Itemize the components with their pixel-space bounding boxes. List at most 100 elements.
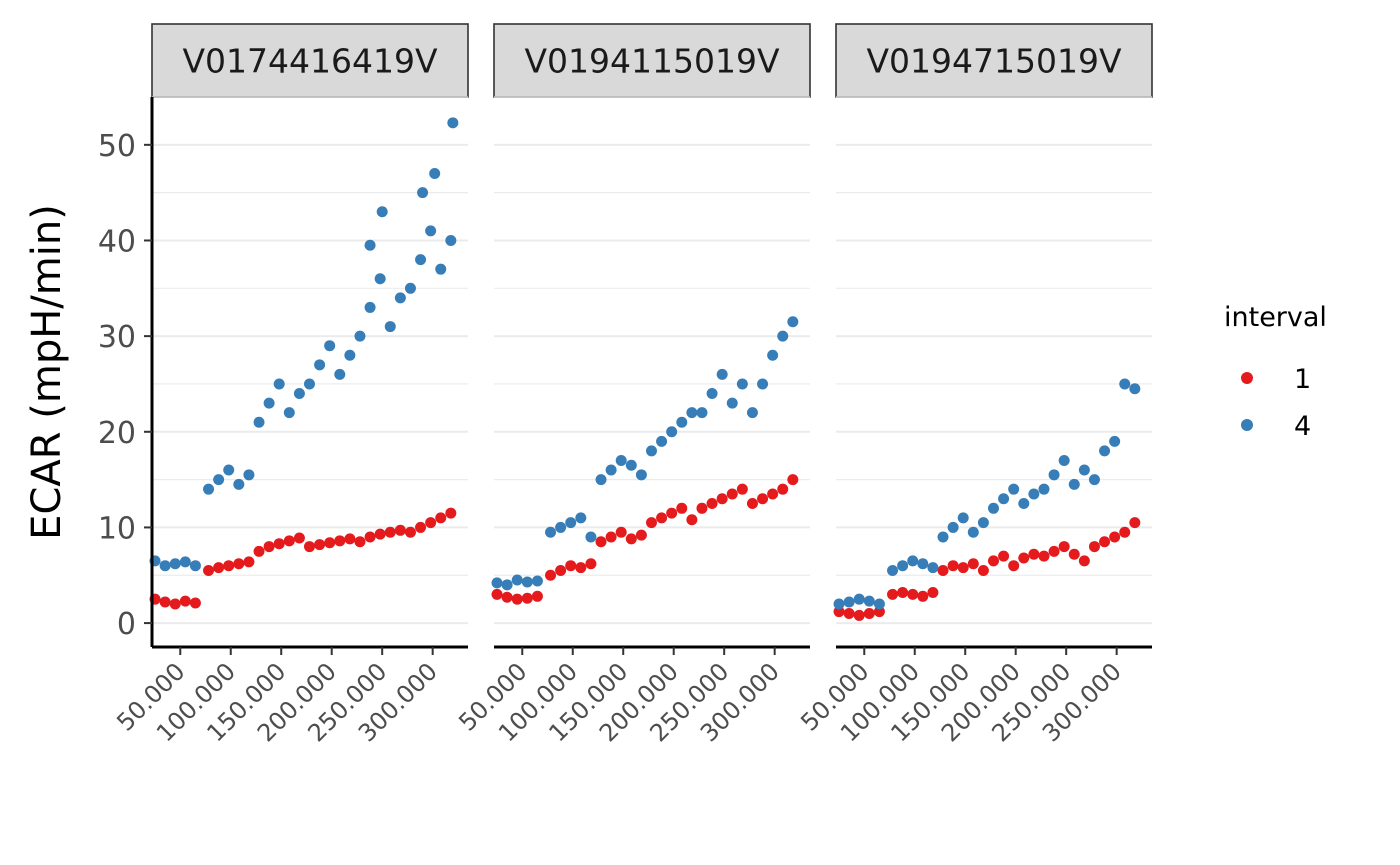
point-interval-4 — [303, 378, 315, 390]
point-interval-1 — [364, 531, 376, 543]
point-interval-4 — [425, 225, 437, 237]
point-interval-1 — [1119, 526, 1131, 538]
point-interval-1 — [415, 521, 427, 533]
point-interval-1 — [907, 588, 919, 600]
y-tick-label: 50 — [98, 129, 136, 164]
legend-label: 1 — [1294, 364, 1311, 395]
point-interval-4 — [645, 445, 657, 457]
facet-panels: V0174416419V50.000100.000150.000200.0002… — [98, 23, 1153, 747]
point-interval-1 — [445, 507, 457, 519]
point-interval-4 — [404, 282, 416, 294]
point-interval-1 — [863, 608, 875, 620]
point-interval-4 — [213, 474, 225, 486]
point-interval-4 — [686, 407, 698, 419]
point-interval-1 — [435, 512, 447, 524]
point-interval-4 — [787, 316, 799, 328]
point-interval-1 — [1078, 555, 1090, 567]
facet-strip-label: V0194715019V — [866, 42, 1122, 81]
y-tick-label: 0 — [117, 607, 136, 642]
facet-strip-label: V0194115019V — [524, 42, 780, 81]
point-interval-1 — [404, 526, 416, 538]
facet-strip-label: V0174416419V — [182, 42, 438, 81]
point-interval-4 — [344, 349, 356, 361]
y-axis-title: ECAR (mpH/min) — [24, 204, 70, 540]
point-interval-1 — [873, 606, 885, 618]
point-interval-4 — [897, 560, 909, 572]
point-interval-1 — [334, 535, 346, 547]
point-interval-1 — [757, 493, 769, 505]
point-interval-4 — [615, 454, 627, 466]
data-points — [491, 316, 799, 605]
point-interval-4 — [273, 378, 285, 390]
point-interval-1 — [303, 541, 315, 553]
point-interval-4 — [1099, 445, 1111, 457]
point-interval-1 — [927, 586, 939, 598]
point-interval-4 — [293, 388, 305, 400]
point-interval-1 — [1048, 545, 1060, 557]
facet-panel-2: V0194115019V50.000100.000150.000200.0002… — [453, 23, 811, 747]
point-interval-4 — [179, 556, 191, 568]
point-interval-1 — [491, 588, 503, 600]
legend: interval 14 — [1224, 302, 1327, 442]
point-interval-1 — [1129, 517, 1141, 529]
point-interval-4 — [283, 407, 295, 419]
legend-key — [1241, 372, 1253, 384]
point-interval-4 — [1058, 454, 1070, 466]
point-interval-1 — [635, 529, 647, 541]
point-interval-4 — [1078, 464, 1090, 476]
point-interval-4 — [376, 206, 388, 218]
point-interval-1 — [1018, 552, 1030, 564]
point-interval-4 — [777, 330, 789, 342]
point-interval-4 — [873, 598, 885, 610]
point-interval-4 — [696, 407, 708, 419]
point-interval-4 — [243, 469, 255, 481]
point-interval-1 — [344, 533, 356, 545]
point-interval-1 — [565, 560, 577, 572]
point-interval-1 — [625, 533, 637, 545]
point-interval-4 — [1068, 478, 1080, 490]
point-interval-1 — [179, 595, 191, 607]
point-interval-4 — [666, 426, 678, 438]
point-interval-4 — [853, 593, 865, 605]
point-interval-4 — [203, 483, 215, 495]
point-interval-1 — [1038, 550, 1050, 562]
point-interval-4 — [595, 474, 607, 486]
point-interval-4 — [767, 349, 779, 361]
point-interval-4 — [887, 564, 899, 576]
point-interval-1 — [987, 555, 999, 567]
point-interval-1 — [767, 488, 779, 500]
point-interval-4 — [1048, 469, 1060, 481]
point-interval-4 — [927, 562, 939, 574]
point-interval-4 — [374, 273, 386, 285]
point-interval-1 — [833, 606, 845, 618]
point-interval-4 — [511, 574, 523, 586]
point-interval-1 — [746, 498, 758, 510]
point-interval-1 — [253, 545, 265, 557]
point-interval-1 — [374, 528, 386, 540]
facet-panel-3: V0194715019V50.000100.000150.000200.0002… — [795, 23, 1153, 747]
point-interval-1 — [777, 483, 789, 495]
point-interval-4 — [957, 512, 969, 524]
point-interval-4 — [445, 234, 457, 246]
point-interval-4 — [575, 512, 587, 524]
point-interval-1 — [293, 532, 305, 544]
point-interval-4 — [545, 526, 557, 538]
point-interval-4 — [1018, 498, 1030, 510]
point-interval-1 — [203, 564, 215, 576]
point-interval-4 — [415, 254, 427, 266]
data-points — [149, 117, 459, 610]
point-interval-1 — [917, 590, 929, 602]
point-interval-4 — [324, 340, 336, 352]
point-interval-4 — [1028, 488, 1040, 500]
point-interval-1 — [595, 536, 607, 548]
point-interval-1 — [716, 493, 728, 505]
point-interval-1 — [511, 593, 523, 605]
facet-strip — [151, 23, 469, 98]
point-interval-1 — [1109, 531, 1121, 543]
point-interval-4 — [501, 579, 513, 591]
point-interval-1 — [605, 531, 617, 543]
point-interval-4 — [429, 168, 441, 180]
point-interval-4 — [625, 459, 637, 471]
point-interval-4 — [1129, 383, 1141, 395]
point-interval-1 — [189, 597, 201, 609]
